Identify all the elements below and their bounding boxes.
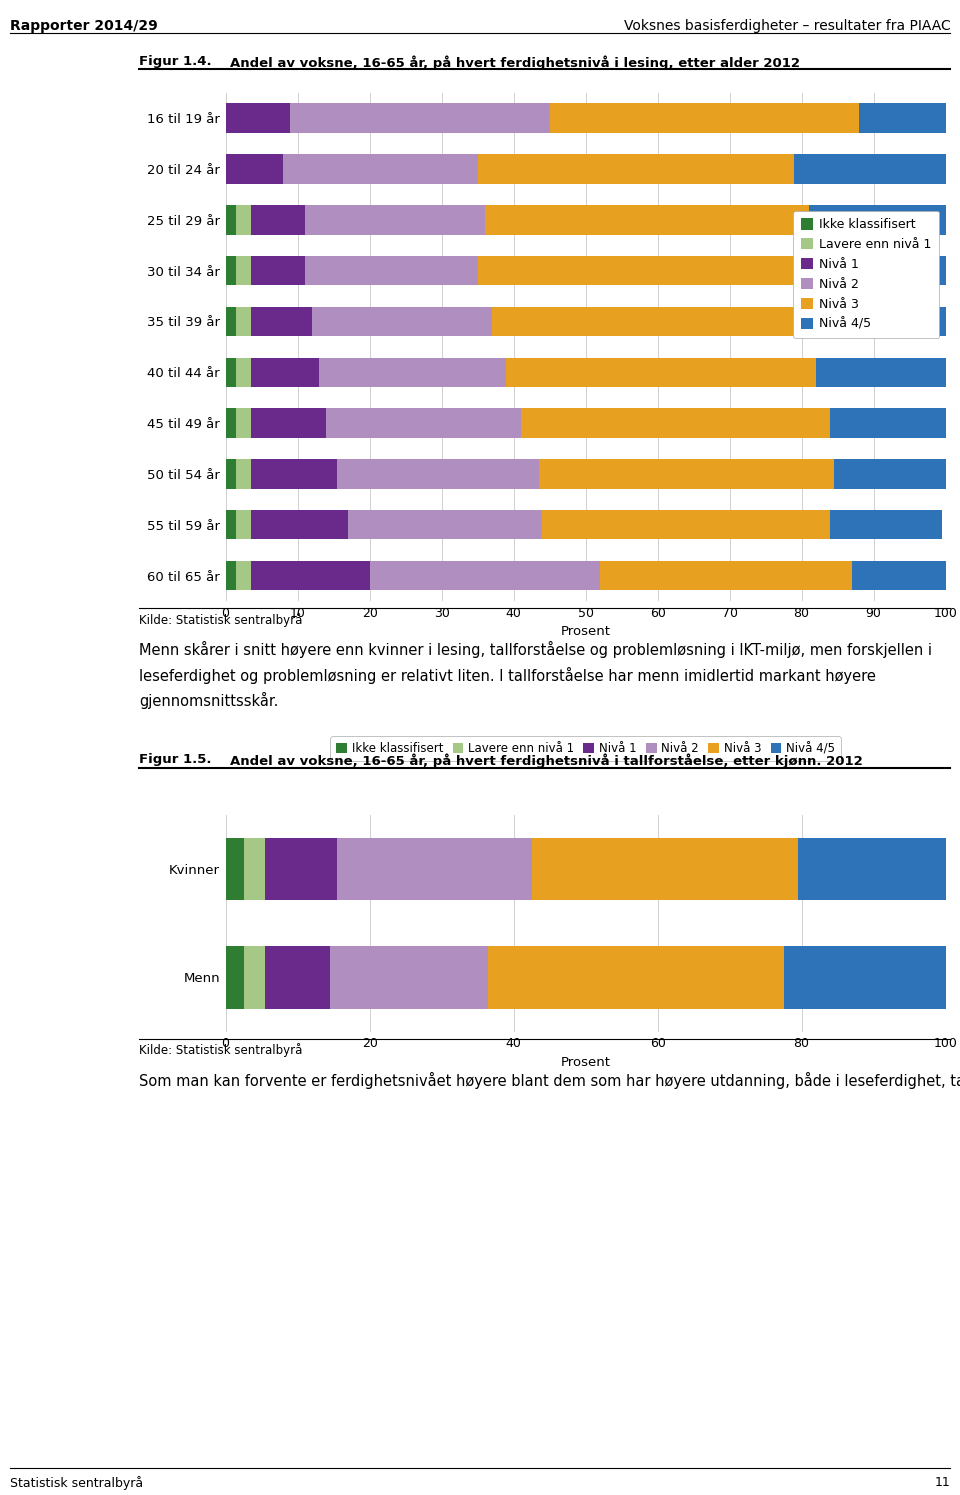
Bar bbox=[226, 837, 244, 900]
Bar bbox=[507, 357, 816, 387]
Bar bbox=[485, 205, 808, 235]
Bar bbox=[539, 459, 834, 489]
Bar bbox=[236, 459, 251, 489]
Bar bbox=[305, 256, 478, 286]
Bar bbox=[852, 561, 946, 591]
X-axis label: Prosent: Prosent bbox=[561, 625, 611, 638]
Bar bbox=[251, 205, 304, 235]
Bar bbox=[305, 205, 485, 235]
Bar bbox=[226, 357, 236, 387]
Bar bbox=[319, 357, 507, 387]
X-axis label: Prosent: Prosent bbox=[561, 1055, 611, 1069]
Bar bbox=[834, 459, 946, 489]
Bar bbox=[226, 408, 236, 438]
Bar bbox=[492, 306, 808, 336]
Bar bbox=[830, 510, 942, 540]
Bar bbox=[798, 837, 946, 900]
Bar bbox=[312, 306, 492, 336]
Bar bbox=[542, 510, 830, 540]
Text: Rapporter 2014/29: Rapporter 2014/29 bbox=[10, 19, 157, 33]
Text: Figur 1.5.: Figur 1.5. bbox=[139, 753, 212, 767]
Bar bbox=[478, 256, 808, 286]
Bar bbox=[236, 357, 251, 387]
Text: 11: 11 bbox=[935, 1476, 950, 1489]
Bar bbox=[370, 561, 600, 591]
Legend: Ikke klassifisert, Lavere enn nivå 1, Nivå 1, Nivå 2, Nivå 3, Nivå 4/5: Ikke klassifisert, Lavere enn nivå 1, Ni… bbox=[793, 211, 939, 338]
Bar bbox=[236, 561, 251, 591]
Bar bbox=[816, 357, 946, 387]
Bar bbox=[251, 459, 337, 489]
Bar bbox=[226, 510, 236, 540]
Bar bbox=[251, 408, 326, 438]
Bar bbox=[226, 561, 236, 591]
Bar bbox=[283, 154, 478, 184]
Bar bbox=[330, 946, 489, 1009]
Bar bbox=[532, 837, 798, 900]
Bar bbox=[251, 510, 348, 540]
Bar bbox=[251, 306, 312, 336]
Bar bbox=[830, 408, 946, 438]
Bar bbox=[265, 837, 337, 900]
Bar bbox=[265, 946, 330, 1009]
Text: Menn skårer i snitt høyere enn kvinner i lesing, tallforståelse og problemløsnin: Menn skårer i snitt høyere enn kvinner i… bbox=[139, 641, 932, 709]
Legend: Ikke klassifisert, Lavere enn nivå 1, Nivå 1, Nivå 2, Nivå 3, Nivå 4/5: Ikke klassifisert, Lavere enn nivå 1, Ni… bbox=[330, 737, 841, 761]
Bar bbox=[226, 256, 236, 286]
Bar bbox=[236, 205, 251, 235]
Bar bbox=[600, 561, 852, 591]
Bar bbox=[808, 205, 946, 235]
Text: Voksnes basisferdigheter – resultater fra PIAAC: Voksnes basisferdigheter – resultater fr… bbox=[624, 19, 950, 33]
Bar bbox=[808, 256, 946, 286]
Bar bbox=[290, 103, 549, 133]
Text: Som man kan forvente er ferdighetsnivået høyere blant dem som har høyere utdanni: Som man kan forvente er ferdighetsnivået… bbox=[139, 1072, 960, 1088]
Bar bbox=[226, 103, 290, 133]
Bar bbox=[337, 837, 532, 900]
Bar bbox=[236, 306, 251, 336]
Bar bbox=[226, 459, 236, 489]
Bar bbox=[251, 357, 319, 387]
Text: Figur 1.4.: Figur 1.4. bbox=[139, 55, 212, 69]
Bar bbox=[226, 946, 244, 1009]
Bar bbox=[244, 837, 265, 900]
Bar bbox=[226, 306, 236, 336]
Bar bbox=[326, 408, 520, 438]
Text: Andel av voksne, 16-65 år, på hvert ferdighetsnivå i tallforståelse, etter kjønn: Andel av voksne, 16-65 år, på hvert ferd… bbox=[230, 753, 863, 768]
Bar bbox=[236, 256, 251, 286]
Bar bbox=[236, 408, 251, 438]
Text: Statistisk sentralbyrå: Statistisk sentralbyrå bbox=[10, 1476, 143, 1489]
Bar bbox=[808, 306, 946, 336]
Bar bbox=[236, 510, 251, 540]
Bar bbox=[251, 561, 370, 591]
Bar bbox=[520, 408, 830, 438]
Bar bbox=[478, 154, 795, 184]
Bar bbox=[549, 103, 859, 133]
Text: Kilde: Statistisk sentralbyrå: Kilde: Statistisk sentralbyrå bbox=[139, 613, 302, 626]
Bar bbox=[226, 205, 236, 235]
Text: Andel av voksne, 16-65 år, på hvert ferdighetsnivå i lesing, etter alder 2012: Andel av voksne, 16-65 år, på hvert ferd… bbox=[230, 55, 801, 70]
Bar bbox=[859, 103, 946, 133]
Bar bbox=[348, 510, 542, 540]
Text: Kilde: Statistisk sentralbyrå: Kilde: Statistisk sentralbyrå bbox=[139, 1044, 302, 1057]
Bar bbox=[244, 946, 265, 1009]
Bar bbox=[226, 154, 283, 184]
Bar bbox=[795, 154, 946, 184]
Bar bbox=[783, 946, 946, 1009]
Bar bbox=[489, 946, 783, 1009]
Bar bbox=[337, 459, 539, 489]
Bar bbox=[251, 256, 304, 286]
